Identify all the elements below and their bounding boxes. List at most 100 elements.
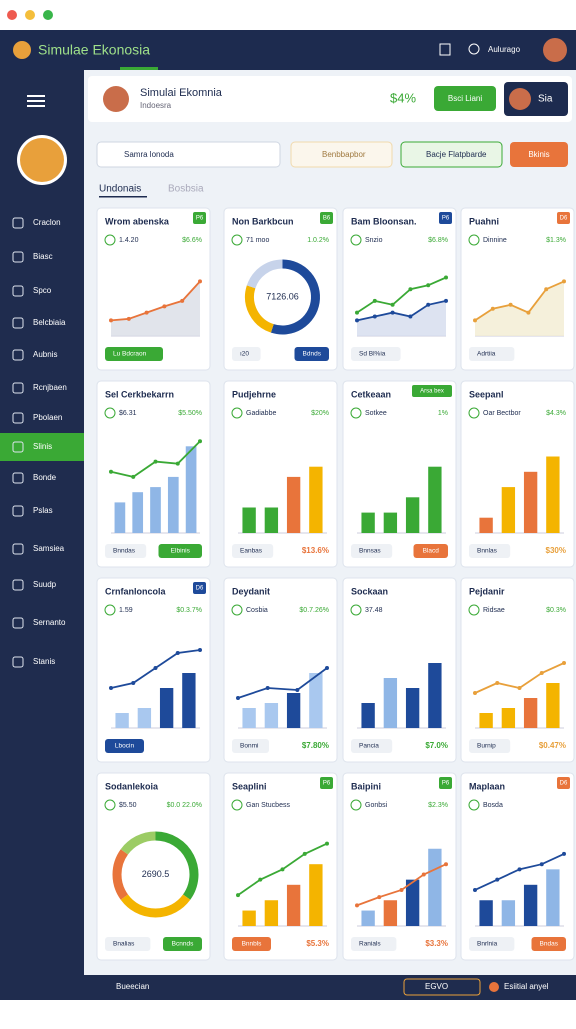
card-tag-text[interactable]: Sd Bl%ia xyxy=(359,351,386,358)
sidebar-item[interactable]: Sernanto xyxy=(33,618,66,627)
card-tag-text[interactable]: Bnnlas xyxy=(477,548,498,555)
card-tag-text[interactable]: Bnndas xyxy=(113,548,136,555)
user-avatar[interactable] xyxy=(509,88,531,110)
sidebar-item[interactable]: Spco xyxy=(33,286,52,295)
point xyxy=(539,862,544,867)
bookmark-icon[interactable] xyxy=(439,43,451,56)
bar xyxy=(264,507,279,533)
action-button[interactable] xyxy=(400,141,503,168)
donut-segment xyxy=(246,259,283,289)
card-button[interactable] xyxy=(163,937,202,951)
card-badge-text: P6 xyxy=(442,216,450,222)
stat-icon xyxy=(231,604,243,616)
card-button[interactable] xyxy=(158,544,203,558)
point xyxy=(444,275,448,280)
bar xyxy=(115,713,129,728)
bar xyxy=(383,678,398,728)
card-title: Sodanlekoia xyxy=(105,781,159,791)
card-note: $7.0% xyxy=(425,741,448,750)
close-dot[interactable] xyxy=(7,10,17,20)
card-tag-text[interactable]: Bnalias xyxy=(113,941,135,948)
menu-icon[interactable] xyxy=(27,95,45,97)
sidebar-item[interactable]: Stanis xyxy=(33,657,55,666)
card-badge-text: P6 xyxy=(196,216,204,222)
action2-button[interactable] xyxy=(510,142,568,167)
line xyxy=(356,300,447,322)
point xyxy=(473,318,477,323)
card-button[interactable] xyxy=(232,937,271,951)
card-badge-text: D6 xyxy=(560,781,568,787)
footer-box[interactable] xyxy=(403,978,481,996)
donut-segment xyxy=(245,285,274,333)
stat-icon xyxy=(104,799,116,811)
sidebar-item[interactable]: Pbolaen xyxy=(33,413,62,422)
footer-left: Bueecian xyxy=(116,982,149,991)
card-stat: Snzio xyxy=(365,237,383,244)
sidebar-icon xyxy=(12,543,24,555)
sidebar-item[interactable]: Craclon xyxy=(33,218,61,227)
sidebar-item[interactable]: Belcbiaia xyxy=(33,318,66,327)
bar xyxy=(405,879,420,926)
sidebar-item[interactable]: Aubnis xyxy=(33,350,57,359)
card-tag-text[interactable]: Ranials xyxy=(359,941,381,948)
stat-icon xyxy=(104,604,116,616)
card-tag xyxy=(105,937,151,951)
sidebar-item[interactable]: Bonde xyxy=(33,473,57,482)
card-stat2: 1% xyxy=(438,410,448,417)
bar xyxy=(185,446,197,533)
card-tag-text[interactable]: Burnip xyxy=(477,743,496,750)
search-icon[interactable] xyxy=(468,43,480,55)
card-button[interactable] xyxy=(105,739,144,753)
point xyxy=(198,439,202,444)
card-title: Bam Bloonsan. xyxy=(351,216,417,226)
sidebar-item[interactable]: Samsiea xyxy=(33,544,65,553)
point xyxy=(295,688,300,692)
sidebar-item[interactable]: Pslas xyxy=(33,506,53,515)
card-tag-text[interactable]: Bnnsas xyxy=(359,548,381,555)
card-badge-text: Arsa bex xyxy=(420,389,444,395)
card-tag-text[interactable]: Eanbas xyxy=(240,548,263,555)
card-button[interactable] xyxy=(531,937,567,951)
bar xyxy=(501,487,516,533)
sidebar-item[interactable]: Rcnjbaen xyxy=(33,383,67,392)
card-button[interactable] xyxy=(413,544,449,558)
max-dot[interactable] xyxy=(43,10,53,20)
sidebar-item[interactable]: Suudp xyxy=(33,580,57,589)
card-tag-text[interactable]: Bnrlnia xyxy=(477,941,498,948)
sidebar-icon xyxy=(12,441,24,453)
card-button[interactable] xyxy=(294,347,330,361)
sidebar-icon xyxy=(12,617,24,629)
tab[interactable]: Undonais xyxy=(99,184,141,195)
card-button-text: Bnnbls xyxy=(242,941,263,948)
filter-box[interactable] xyxy=(290,141,393,168)
card-tag-text[interactable]: ı20 xyxy=(240,351,249,358)
min-dot[interactable] xyxy=(25,10,35,20)
profile-avatar[interactable] xyxy=(20,138,64,182)
bar xyxy=(546,683,560,728)
card-tag-text[interactable]: Bonmi xyxy=(240,743,258,750)
card-tag-text[interactable]: Adrtiia xyxy=(477,351,496,358)
card-tag-text[interactable]: Lu Bdcraon xyxy=(113,351,147,358)
search-box[interactable] xyxy=(96,141,281,168)
card-stat2: 1.0.2% xyxy=(307,237,329,244)
card-stat2: $0.3% xyxy=(546,607,566,614)
card-tag-text[interactable]: Pancia xyxy=(359,743,379,750)
card-stat: Ridsae xyxy=(483,607,505,614)
point xyxy=(473,887,477,892)
card-note: $13.6% xyxy=(302,546,329,555)
point xyxy=(444,298,448,303)
card-button-text: Bcnnds xyxy=(172,941,194,948)
card-title: Sel Cerkbekarrn xyxy=(105,389,174,399)
action2-text: Bkinis xyxy=(528,150,549,159)
sidebar-item[interactable]: Biasc xyxy=(33,252,53,261)
sidebar-item[interactable]: Slinis xyxy=(33,442,52,451)
tab[interactable]: Bosbsia xyxy=(168,184,204,195)
avatar[interactable] xyxy=(543,38,567,62)
titlebar xyxy=(0,0,576,30)
stat-icon xyxy=(350,604,362,616)
bar xyxy=(428,663,442,728)
filter-text: Benbbapbor xyxy=(322,150,366,159)
header-button[interactable] xyxy=(434,86,496,111)
card-badge xyxy=(557,777,570,789)
bar xyxy=(479,900,493,926)
